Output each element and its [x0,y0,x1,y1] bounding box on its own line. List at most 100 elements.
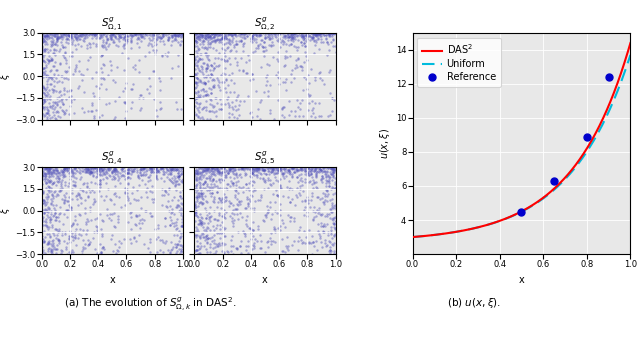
Point [193,214,203,220]
Point [62,251,72,257]
Point [111,167,121,173]
Point [169,223,179,229]
Point [259,48,269,54]
Point [196,114,207,120]
Point [59,166,69,172]
Point [195,33,205,39]
Point [163,171,173,177]
Point [329,233,339,239]
Point [202,175,212,181]
Point [147,43,157,49]
Point [53,170,63,176]
Point [121,186,131,192]
Point [193,250,204,256]
Point [42,241,52,247]
Point [228,220,238,226]
Point [38,72,48,78]
Point [257,44,268,50]
Point [225,102,235,108]
Point [203,72,213,77]
Point [236,198,246,204]
Point [195,220,205,226]
Point [147,213,157,219]
Point [256,32,266,38]
Point [53,169,63,175]
Point [49,30,60,36]
Point [206,213,216,219]
Point [218,199,228,205]
Point [86,170,96,175]
Point [266,30,276,36]
Point [82,169,92,175]
Point [191,35,201,41]
Point [86,170,97,175]
Point [276,171,287,176]
Point [92,173,102,179]
Point [42,93,52,98]
Point [116,240,126,246]
Point [51,202,61,208]
Point [167,179,177,185]
Point [42,117,52,122]
Point [314,165,324,171]
Point [151,167,161,173]
Point [250,236,260,242]
Point [266,31,276,37]
Point [147,37,157,43]
Point [196,79,207,85]
Point [103,72,113,78]
Point [226,32,236,37]
Point [47,238,57,244]
Point [223,94,233,100]
Point [195,250,205,256]
Point [232,211,243,217]
Point [76,33,86,39]
Point [61,57,71,62]
Point [99,246,109,252]
Point [106,34,116,40]
Point [138,95,148,101]
Point [190,71,200,77]
Point [225,168,235,174]
Point [77,168,88,174]
Point [310,33,321,39]
Point [59,75,69,81]
Point [200,164,211,170]
Point [217,45,227,51]
Point [232,246,243,252]
Point [321,187,331,193]
Point [293,44,303,50]
Point [312,184,322,190]
Point [129,196,140,202]
Point [191,194,201,200]
Point [252,172,262,178]
Point [281,48,291,54]
Point [177,246,188,252]
Point [200,44,210,50]
Point [156,99,166,105]
Point [221,89,231,95]
Point [216,205,226,211]
Point [81,231,92,236]
Point [282,245,292,251]
Point [248,178,259,184]
Point [326,227,337,233]
Point [58,31,68,37]
Point [97,52,107,58]
Point [311,170,321,176]
Point [248,166,258,171]
Point [278,79,288,85]
Point [298,36,308,42]
Point [195,41,205,47]
Point [58,174,68,180]
Point [221,40,231,46]
Point [131,62,141,68]
Point [225,200,235,206]
Point [251,32,261,37]
Point [44,164,54,170]
Point [241,244,251,249]
Point [293,105,303,110]
Point [252,166,262,171]
Point [199,220,209,226]
Point [246,226,256,232]
